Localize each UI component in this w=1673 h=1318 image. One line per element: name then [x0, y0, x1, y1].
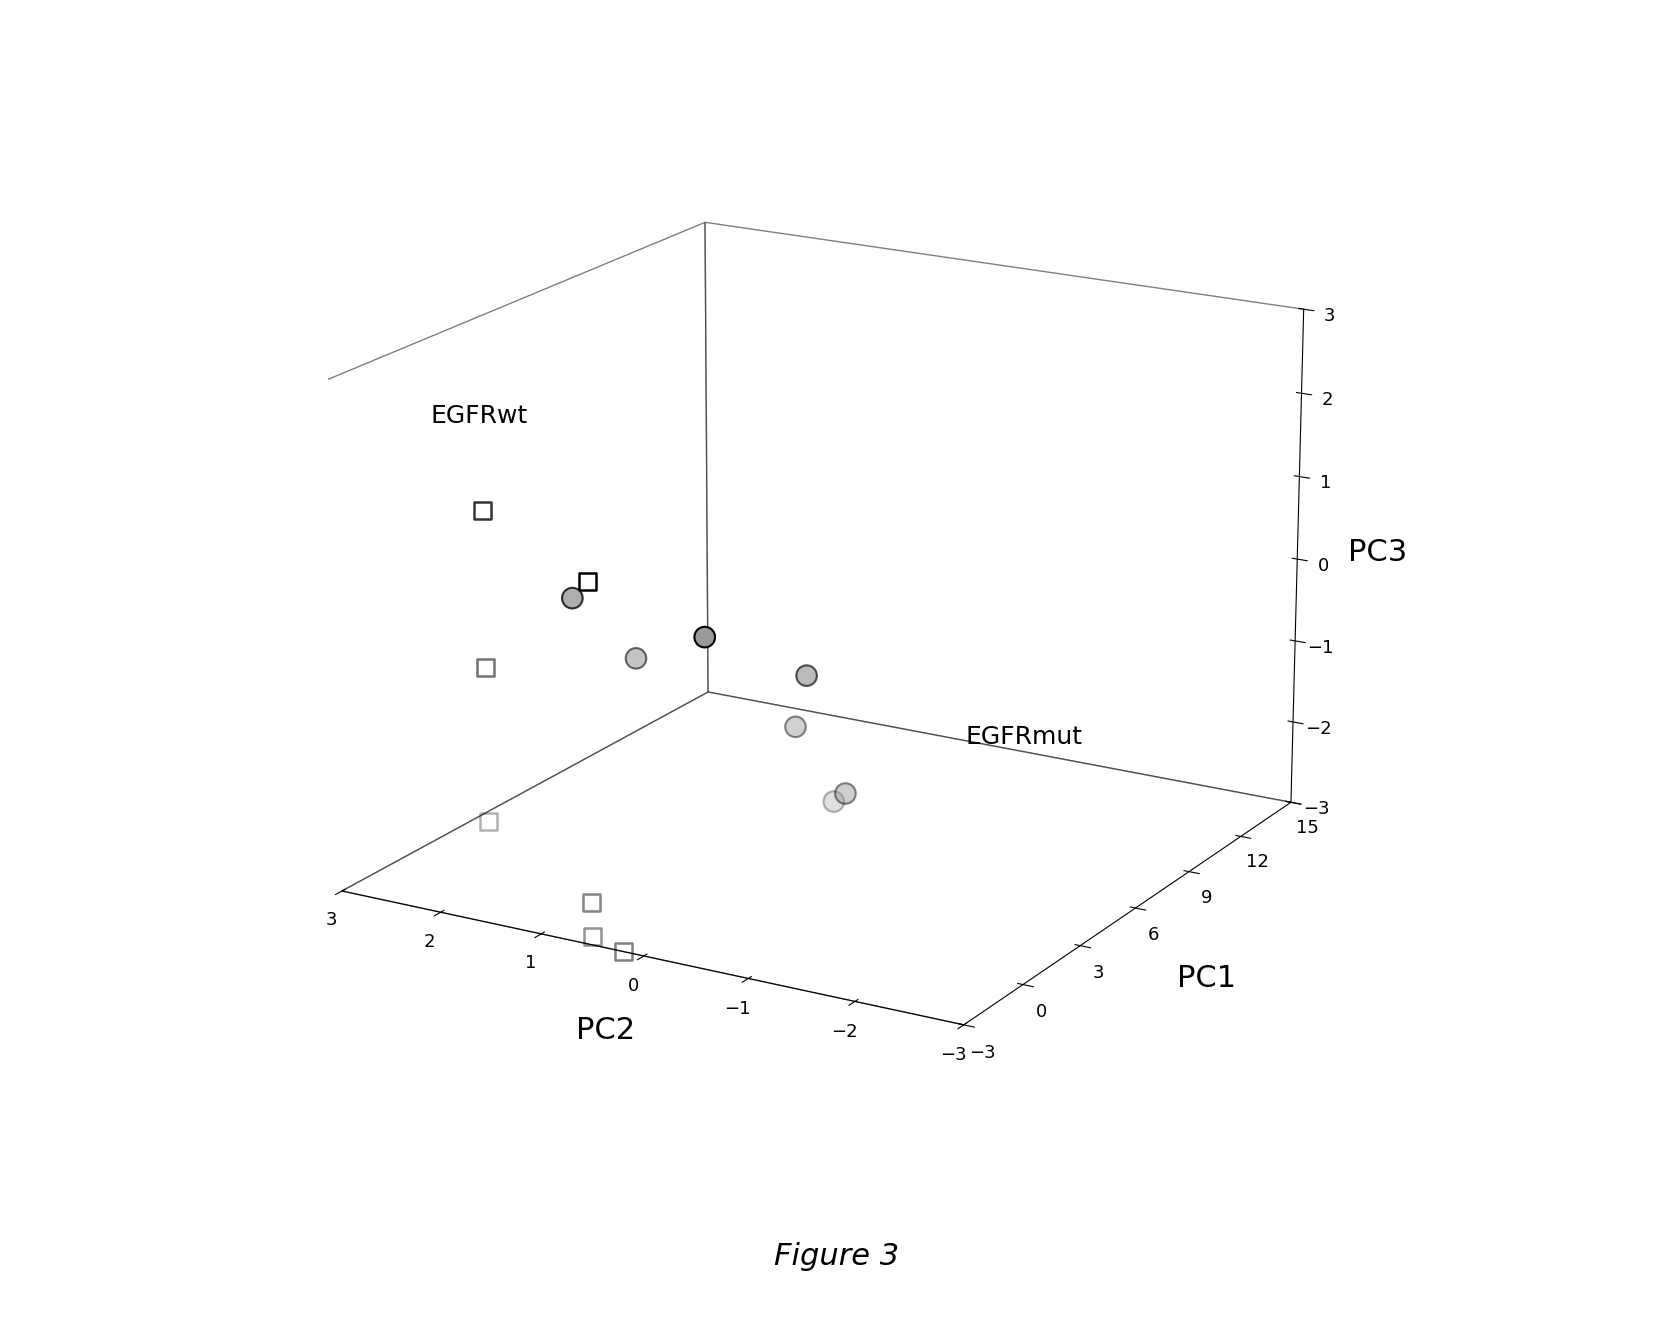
Y-axis label: PC1: PC1 — [1176, 965, 1236, 994]
X-axis label: PC2: PC2 — [576, 1016, 636, 1045]
Text: Figure 3: Figure 3 — [775, 1243, 898, 1272]
